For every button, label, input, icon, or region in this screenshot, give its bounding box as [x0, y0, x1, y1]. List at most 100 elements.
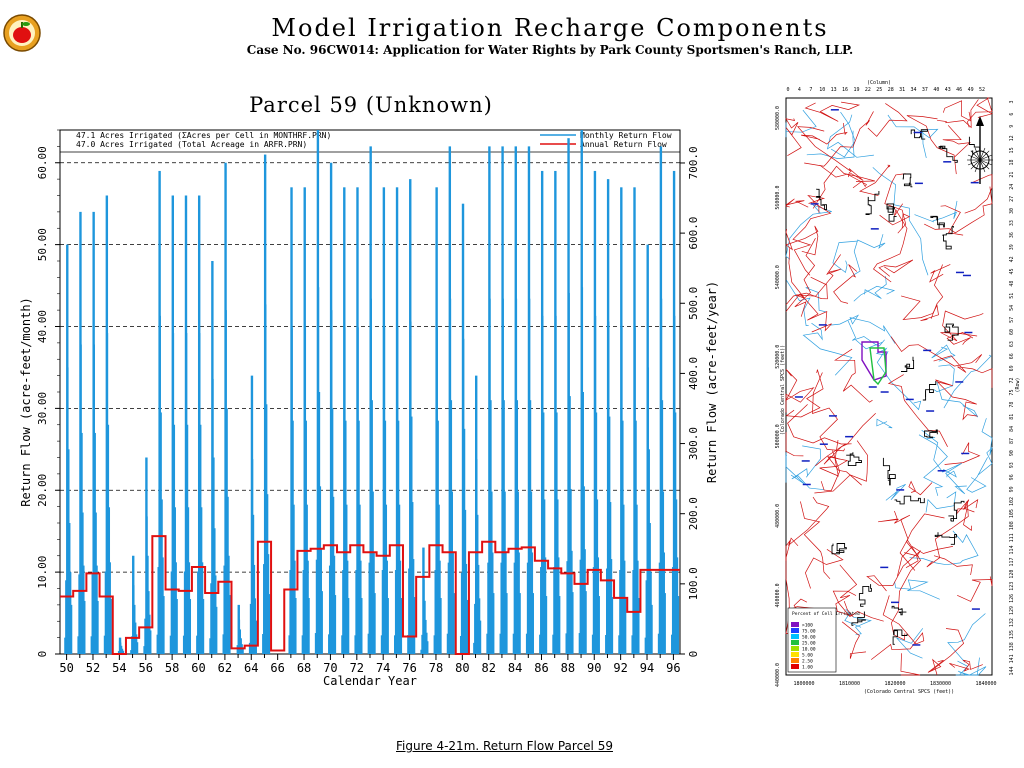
map-road [940, 205, 964, 236]
map-road [870, 595, 925, 660]
monthly-bar [236, 645, 239, 654]
monthly-bar [347, 597, 350, 654]
monthly-bar [410, 416, 413, 654]
monthly-bar [673, 315, 676, 654]
monthly-bar [345, 504, 348, 654]
monthly-bar [513, 562, 516, 654]
monthly-bar [660, 298, 663, 654]
map-easting-tick: 1800000 [793, 681, 814, 687]
map-left-label: (Colorado Central SPCS (feet)) [780, 345, 786, 435]
monthly-bar [81, 432, 83, 654]
map-column-tick: 43 [945, 87, 951, 93]
monthly-bar [636, 504, 638, 654]
monthly-bar [240, 638, 242, 654]
map-column-tick: 16 [842, 87, 848, 93]
monthly-bar [239, 629, 242, 654]
map-parcel-boundary [922, 381, 937, 401]
map-label-mark [923, 349, 932, 352]
monthly-bar [359, 560, 362, 654]
y2-tick-label: 400.0 [687, 357, 700, 390]
monthly-bar [486, 633, 488, 654]
map-road [873, 203, 908, 283]
monthly-bar [592, 567, 595, 654]
monthly-bar [383, 327, 386, 654]
map-label-mark [880, 391, 889, 393]
map-label-mark [870, 228, 879, 230]
monthly-bar [399, 560, 402, 654]
monthly-bar [354, 635, 357, 654]
monthly-bar [149, 630, 152, 654]
monthly-bar [466, 599, 469, 654]
monthly-bar [314, 633, 317, 654]
y2-tick-label: 0 [687, 651, 700, 658]
map-stream [802, 322, 853, 376]
monthly-bar [657, 633, 660, 654]
x-tick-label: 94 [640, 661, 654, 675]
monthly-bar [227, 496, 229, 654]
monthly-bar [136, 642, 139, 654]
map-stream [852, 234, 886, 276]
monthly-bar [147, 591, 150, 654]
map-easting-tick: 1810000 [839, 681, 860, 687]
map-road [804, 101, 861, 122]
monthly-bar [525, 633, 528, 654]
map-road [908, 480, 933, 496]
map-road [866, 550, 921, 592]
monthly-bar [148, 614, 151, 654]
map-stream [914, 200, 958, 223]
x-tick-label: 84 [508, 661, 522, 675]
map-legend-title: Percent of Cell Irrigated [792, 611, 860, 617]
map-stream [947, 613, 986, 663]
map-row-tick: 6 [1009, 113, 1015, 116]
apple-logo-icon [3, 14, 41, 52]
map-label-mark [868, 386, 877, 388]
monthly-bar [130, 650, 132, 654]
monthly-bar [529, 400, 532, 654]
map-column-tick: 37 [922, 87, 928, 93]
x-tick-label: 74 [376, 661, 390, 675]
map-label-mark [896, 489, 905, 491]
monthly-bar [645, 580, 648, 654]
monthly-bar [490, 400, 492, 654]
map-row-tick: 15 [1009, 147, 1015, 153]
map-stream [887, 114, 939, 158]
monthly-bar [199, 424, 202, 654]
monthly-bar [566, 561, 569, 654]
map-row-tick: 132 [1009, 618, 1015, 627]
monthly-bar [308, 597, 310, 654]
monthly-bar [436, 327, 438, 654]
monthly-bar [450, 400, 453, 654]
monthly-bar [146, 516, 148, 654]
page-subtitle: Case No. 96CW014: Application for Water … [246, 43, 854, 57]
monthly-bar [367, 633, 370, 654]
map-road [794, 238, 816, 317]
y2-tick-label: 300.0 [687, 427, 700, 460]
map-label-mark [819, 443, 828, 445]
map-row-tick: 117 [1009, 558, 1015, 567]
monthly-bar [658, 562, 661, 654]
map-road [834, 348, 873, 403]
map-road [812, 165, 875, 209]
map-parcel-boundary [944, 323, 959, 341]
map-northing-tick: 520000.0 [775, 345, 781, 369]
map-column-tick: 49 [968, 87, 974, 93]
monthly-bar [618, 635, 620, 654]
chart-title: Parcel 59 (Unknown) [249, 93, 493, 117]
map-row-tick: 39 [1009, 244, 1015, 250]
monthly-bar [532, 593, 534, 654]
map-column-tick: 19 [853, 87, 859, 93]
x-tick-label: 96 [666, 661, 680, 675]
y-tick-label: 0 [36, 651, 49, 658]
map-column-tick: 13 [831, 87, 837, 93]
monthly-bar [104, 571, 107, 654]
monthly-bar [174, 507, 176, 654]
map-road [832, 590, 884, 622]
map-row-tick: 138 [1009, 642, 1015, 651]
map-stream [933, 364, 955, 393]
monthly-bar [473, 642, 475, 654]
map-label-mark [912, 644, 921, 646]
monthly-bar [291, 327, 293, 654]
monthly-bar [268, 594, 271, 654]
map-label-mark [964, 331, 973, 334]
map-stream [896, 628, 924, 659]
